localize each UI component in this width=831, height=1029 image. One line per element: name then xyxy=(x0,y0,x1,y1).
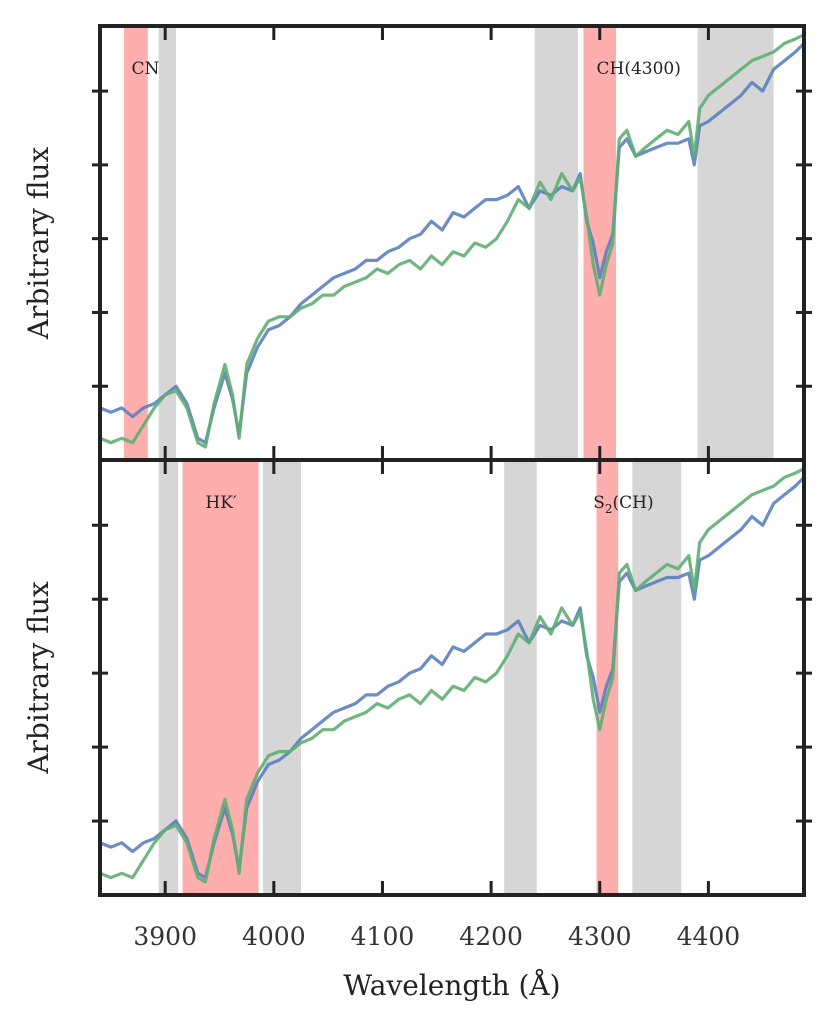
bottom-panel-series xyxy=(99,467,806,884)
band-label-3: CH(4300) xyxy=(596,59,680,79)
index-band-4 xyxy=(596,460,619,895)
top-panel-ticks xyxy=(92,26,812,460)
bottom-panel-frame xyxy=(98,458,806,897)
bottom-panel-ylabel: Arbitrary flux xyxy=(22,581,55,775)
continuum-band-0 xyxy=(158,460,179,895)
continuum-band-5 xyxy=(632,460,682,895)
top-panel-band-labels: CN CH(4300) xyxy=(132,59,681,79)
blue-spectrum-line xyxy=(99,42,806,445)
x-axis-label: Wavelength (Å) xyxy=(343,969,560,1002)
continuum-band-3 xyxy=(504,460,537,895)
top-panel-series xyxy=(99,33,806,449)
x-tick-label: 3900 xyxy=(133,922,197,951)
x-tick-label: 4000 xyxy=(242,922,306,951)
continuum-band-2 xyxy=(262,460,301,895)
band-label-4: S2(CH) xyxy=(593,493,653,516)
x-tick-label: 4100 xyxy=(351,922,415,951)
bottom-panel: HK′ S2(CH) Arbitrary flux xyxy=(22,458,812,897)
x-tick-labels: 3900 4000 4100 4200 4300 4400 xyxy=(133,922,740,951)
green-spectrum-line xyxy=(99,33,805,449)
top-panel-bands xyxy=(123,26,774,460)
top-panel: CN CH(4300) Arbitrary flux xyxy=(22,24,812,462)
top-panel-ylabel: Arbitrary flux xyxy=(22,147,55,341)
band-label-0: CN xyxy=(132,59,160,79)
continuum-band-1 xyxy=(158,26,177,460)
x-tick-label: 4400 xyxy=(677,922,741,951)
index-band-1 xyxy=(182,460,259,895)
band-label-1: HK′ xyxy=(205,493,237,513)
blue-spectrum-line xyxy=(99,476,806,880)
x-tick-label: 4300 xyxy=(568,922,632,951)
bottom-panel-bands xyxy=(158,460,682,895)
index-band-0 xyxy=(123,26,148,460)
continuum-band-2 xyxy=(534,26,579,460)
x-tick-label: 4200 xyxy=(459,922,523,951)
green-spectrum-line xyxy=(99,467,805,884)
